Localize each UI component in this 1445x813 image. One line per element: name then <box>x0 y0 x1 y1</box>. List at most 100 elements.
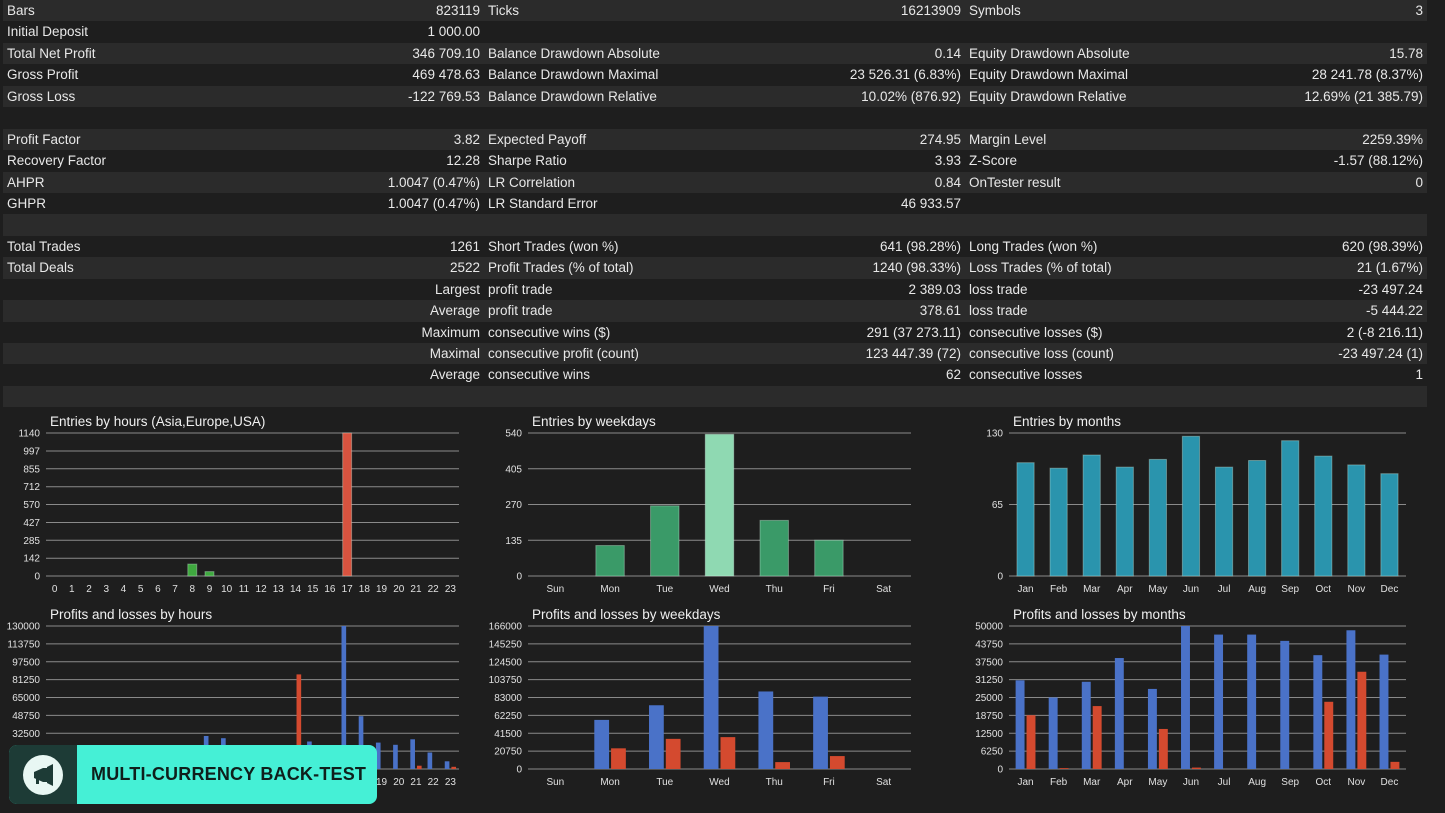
x-tick-label: Wed <box>709 584 729 595</box>
y-tick-label: 97500 <box>12 657 40 668</box>
stats-row: Total Net Profit 346 709.10 Balance Drawdo… <box>3 42 1427 65</box>
profit-bar <box>1280 640 1290 769</box>
x-tick-label: 12 <box>256 584 268 595</box>
profit-bar <box>1247 634 1257 769</box>
stats-cell: Balance Drawdown Relative 10.02% (876.92) <box>484 86 965 107</box>
x-tick-label: 2 <box>86 584 92 595</box>
x-tick-label: 8 <box>189 584 195 595</box>
stat-label: Recovery Factor <box>7 153 107 169</box>
y-tick-label: 270 <box>505 500 522 511</box>
stat-label: Total Trades <box>7 238 81 254</box>
stat-value: 12.69% (21 385.79) <box>1304 88 1423 104</box>
stat-value: 378.61 <box>919 303 961 319</box>
stat-label: Equity Drawdown Absolute <box>969 45 1130 61</box>
y-tick-label: 540 <box>505 429 522 440</box>
x-tick-label: 17 <box>342 584 354 595</box>
bar <box>187 563 198 577</box>
stats-cell <box>3 214 484 235</box>
stats-cell: Total Net Profit 346 709.10 <box>3 43 484 64</box>
profit-bar <box>1379 654 1389 769</box>
x-tick-label: Sun <box>546 584 564 595</box>
stats-cell: GHPR 1.0047 (0.47%) <box>3 193 484 214</box>
x-tick-label: Fri <box>823 777 835 788</box>
stat-label: consecutive wins <box>488 367 591 383</box>
stat-label: profit trade <box>488 303 553 319</box>
loss-bar <box>611 748 626 769</box>
x-tick-label: Sep <box>1281 584 1299 595</box>
y-tick-label: 130000 <box>7 622 41 633</box>
stat-label: consecutive profit (count) <box>488 346 639 361</box>
x-tick-label: Sep <box>1281 777 1299 788</box>
bar <box>1248 460 1267 577</box>
y-tick-label: 405 <box>505 464 522 475</box>
stats-cell: Total Trades 1261 <box>3 236 484 257</box>
y-tick-label: 0 <box>516 765 522 776</box>
y-tick-label: 0 <box>34 572 40 583</box>
stats-row: AHPR 1.0047 (0.47%) LR Correlation 0.84 OnTe… <box>3 171 1427 193</box>
stats-cell: LR Correlation 0.84 <box>484 172 965 193</box>
stat-label: Expected Payoff <box>488 131 587 147</box>
stat-label: Profit Trades (% of total) <box>488 260 634 276</box>
stat-value: Average <box>429 367 480 383</box>
loss-bar <box>1324 701 1334 769</box>
stats-cell: consecutive profit (count) 123 447.39 (72… <box>484 343 965 364</box>
stats-cell: Short Trades (won %) 641 (98.28%) <box>484 236 965 257</box>
stats-cell: Bars 823119 <box>3 0 484 21</box>
x-tick-label: Mon <box>600 777 619 788</box>
profit-bar <box>1214 634 1224 769</box>
y-tick-label: 113750 <box>7 639 40 650</box>
stats-row: Bars 823119 Ticks 16213909 Symbols 3 <box>3 0 1427 22</box>
x-tick-label: Jan <box>1017 777 1033 788</box>
x-tick-label: Feb <box>1050 584 1068 595</box>
loss-bar <box>665 738 681 769</box>
stat-label: Equity Drawdown Relative <box>969 88 1127 104</box>
bar <box>1082 454 1101 577</box>
loss-bar <box>1059 768 1069 769</box>
stat-value: Largest <box>434 281 480 297</box>
profit-bar <box>341 626 347 769</box>
x-tick-label: 23 <box>445 584 457 595</box>
stats-row: Total Trades 1261 Short Trades (won %) 641 … <box>3 236 1427 257</box>
x-tick-label: 22 <box>428 777 440 788</box>
profit-bar <box>410 739 415 769</box>
chart-title: Profits and losses by months <box>1013 607 1186 622</box>
stats-cell: Total Deals 2522 <box>3 257 484 278</box>
stats-cell: Equity Drawdown Maximal 28 241.78 (8.37%) <box>965 64 1427 85</box>
multi-currency-backtest-badge[interactable]: MULTI-CURRENCY BACK-TEST <box>9 745 377 804</box>
stat-value: 10.02% (876.92) <box>861 88 961 104</box>
y-tick-label: 20750 <box>494 747 522 758</box>
stat-value: 1261 <box>449 238 480 254</box>
stat-label: Z-Score <box>969 153 1018 169</box>
bar <box>1115 466 1134 577</box>
stats-row: Initial Deposit 1 000.00 <box>3 21 1427 42</box>
stats-row: Total Deals 2522 Profit Trades (% of total… <box>3 257 1427 279</box>
stats-cell: profit trade 378.61 <box>484 300 965 321</box>
stat-value: 46 933.57 <box>900 195 961 211</box>
stat-label: consecutive losses ($) <box>969 324 1103 340</box>
stats-row <box>3 214 1427 236</box>
stat-label: OnTester result <box>969 174 1061 190</box>
y-tick-label: 41500 <box>494 729 522 740</box>
stats-row: Largest profit trade 2 389.03 loss trade -23… <box>3 279 1427 300</box>
badge-icon-box <box>9 745 77 804</box>
profit-bar <box>1081 681 1091 769</box>
x-tick-label: Mar <box>1083 584 1101 595</box>
stat-value: 823119 <box>435 3 480 18</box>
x-tick-label: 21 <box>410 777 422 788</box>
stats-cell: Z-Score -1.57 (88.12%) <box>965 150 1427 171</box>
profit-bar <box>1313 655 1323 769</box>
y-tick-label: 32500 <box>12 729 40 740</box>
loss-bar <box>1026 715 1036 769</box>
stat-value: 2522 <box>449 260 480 276</box>
profit-bar <box>594 719 610 769</box>
stat-label: Symbols <box>969 3 1021 18</box>
x-tick-label: Sun <box>546 777 564 788</box>
stats-cell: Expected Payoff 274.95 <box>484 129 965 150</box>
stat-value: -122 769.53 <box>407 88 480 104</box>
stat-value: 346 709.10 <box>412 45 480 61</box>
stat-value: 1 000.00 <box>427 24 480 40</box>
stat-value: 3.93 <box>934 153 961 169</box>
y-tick-label: 18750 <box>975 711 1003 722</box>
x-tick-label: 13 <box>273 584 285 595</box>
stat-label: Balance Drawdown Maximal <box>488 67 659 83</box>
